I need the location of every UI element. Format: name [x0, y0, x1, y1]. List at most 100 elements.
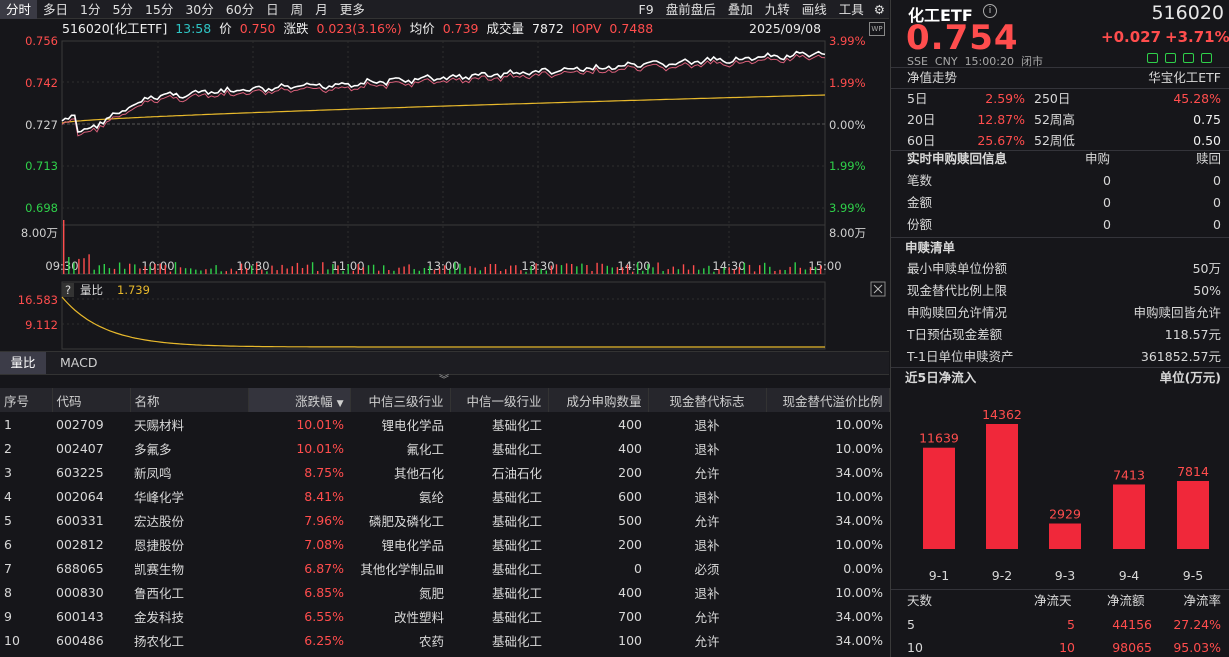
info-icon[interactable]: i [983, 4, 997, 18]
col-change-pct[interactable]: 涨跌幅 ▼ [248, 388, 351, 412]
nav-trend-row[interactable]: 净值走势 华宝化工ETF [891, 67, 1229, 89]
nine-turn-button[interactable]: 九转 [764, 1, 790, 17]
draw-line-button[interactable]: 画线 [801, 1, 827, 17]
table-row[interactable]: 9 600143 金发科技 6.55% 改性塑料 基础化工 700 允许 34.00% [0, 604, 889, 628]
row-change-pct: 6.87% [304, 560, 344, 576]
col-quantity[interactable]: 成分申购数量 [548, 388, 649, 412]
row-name: 新凤鸣 [134, 465, 172, 481]
row-index: 9 [4, 608, 12, 624]
volume-bar [403, 266, 405, 274]
table-row[interactable]: 8 000830 鲁西化工 6.85% 氮肥 基础化工 400 退补 10.00% [0, 580, 889, 604]
perf-row: 20日 12.87% 52周高 0.75 [891, 109, 1229, 131]
table-row[interactable]: 4 002064 华峰化学 8.41% 氨纶 基础化工 600 退补 10.00% [0, 484, 889, 508]
volume-bar [352, 270, 354, 274]
row-code: 002709 [56, 416, 104, 432]
components-table: 序号 代码 名称 涨跌幅 ▼ 中信三级行业 中信一级行业 成分申购数量 现金替代… [0, 388, 890, 657]
row-index: 7 [4, 560, 12, 576]
list-row: 现金替代比例上限 50% [891, 280, 1229, 302]
tab-30min[interactable]: 30分 [185, 1, 214, 17]
avg-price-line [61, 94, 826, 124]
f9-button[interactable]: F9 [638, 1, 654, 17]
tab-1min[interactable]: 1分 [80, 1, 101, 17]
tab-month[interactable]: 月 [315, 1, 328, 17]
overlay-button[interactable]: 叠加 [727, 1, 753, 17]
flow-unit: 单位(万元) [1159, 370, 1221, 385]
row-name: 华峰化学 [134, 489, 185, 505]
volume-bar [423, 268, 426, 274]
tab-5min[interactable]: 5分 [112, 1, 133, 17]
price-change-pct: +3.71% [1165, 28, 1229, 46]
col-code[interactable]: 代码 [52, 388, 131, 412]
tools-button[interactable]: 工具 [838, 1, 864, 17]
volume-bar [662, 271, 664, 274]
volume-bar [413, 269, 415, 274]
col-index[interactable]: 序号 [0, 388, 53, 412]
volume-bar [591, 271, 593, 274]
col-name[interactable]: 名称 [130, 388, 249, 412]
row-cash-flag: 退补 [694, 417, 720, 433]
close-icon[interactable] [870, 281, 886, 297]
volume-bar [215, 265, 217, 274]
sub-tick-2: 9.112 [25, 318, 58, 332]
volume-bar [159, 263, 161, 274]
volume-bar [322, 262, 324, 274]
avg-label: 均价 [409, 21, 435, 36]
col-cash-flag[interactable]: 现金替代标志 [648, 388, 767, 412]
row-change-pct: 8.75% [304, 464, 344, 480]
tab-15min[interactable]: 15分 [144, 1, 174, 17]
row-quantity: 100 [618, 632, 642, 648]
table-row[interactable]: 7 688065 凯赛生物 6.87% 其他化学制品Ⅲ 基础化工 0 必须 0.00% [0, 556, 889, 580]
volume-bar [525, 271, 527, 274]
help-icon[interactable]: ? [65, 283, 71, 297]
sub-chart-name: 量比 [80, 283, 103, 297]
table-row[interactable]: 1 002709 天赐材料 10.01% 锂电化学品 基础化工 400 退补 10.00% [0, 412, 889, 436]
tab-week[interactable]: 周 [290, 1, 304, 17]
table-header: 序号 代码 名称 涨跌幅 ▼ 中信三级行业 中信一级行业 成分申购数量 现金替代… [0, 388, 890, 412]
row-code: 002407 [56, 440, 104, 456]
pencil-icon[interactable] [1147, 53, 1158, 63]
left-tick-5: 0.698 [25, 201, 58, 215]
tab-60min[interactable]: 60分 [225, 1, 255, 17]
stats-flow-rate: 27.24% [1173, 617, 1221, 632]
period-toolbar: 分时 多日 1分 5分 15分 30分 60分 日 周 月 更多 F9 盘前盘后… [0, 0, 889, 19]
settings-gear-icon[interactable]: ⚙ [873, 1, 885, 17]
row-name: 扬农化工 [134, 633, 185, 649]
table-row[interactable]: 6 002812 恩捷股份 7.08% 锂电化学品 基础化工 200 退补 10.00% [0, 532, 889, 556]
fullscreen-icon[interactable]: WP [869, 22, 885, 36]
alert-icon[interactable] [1183, 53, 1194, 63]
volume-bar [271, 265, 273, 274]
row-name: 鲁西化工 [134, 585, 185, 601]
table-row[interactable]: 10 600486 扬农化工 6.25% 农药 基础化工 100 允许 34.00% [0, 628, 889, 652]
collapse-chevron-icon[interactable]: ︾ [439, 375, 449, 386]
stats-flow-rate: 95.03% [1173, 640, 1221, 655]
price-line [61, 50, 826, 133]
iopv-line [61, 54, 826, 137]
note-icon[interactable] [1165, 53, 1176, 63]
share-icon[interactable] [1201, 53, 1212, 63]
tab-more[interactable]: 更多 [339, 1, 365, 17]
x-tick-1000: 10:00 [141, 259, 174, 273]
pre-post-market-button[interactable]: 盘前盘后 [665, 1, 716, 17]
col-cash-premium[interactable]: 现金替代溢价比例 [766, 388, 890, 412]
volume-bar [606, 265, 608, 274]
table-row[interactable]: 3 603225 新凤鸣 8.75% 其他石化 石油石化 200 允许 34.00% [0, 460, 889, 484]
table-row[interactable]: 2 002407 多氟多 10.01% 氟化工 基础化工 400 退补 10.00% [0, 436, 889, 460]
intraday-chart[interactable]: 0.756 0.742 0.727 0.713 0.698 8.00万 3.99… [0, 19, 889, 351]
col-citic-l1[interactable]: 中信一级行业 [450, 388, 549, 412]
tab-macd[interactable]: MACD [60, 355, 98, 370]
row-change-pct: 10.01% [296, 416, 344, 432]
volume-bar [190, 268, 192, 274]
table-row[interactable]: 5 600331 宏达股份 7.96% 磷肥及磷化工 基础化工 500 允许 34.00% [0, 508, 889, 532]
tab-volume-ratio[interactable]: 量比 [0, 352, 46, 374]
volume-bar [449, 269, 451, 274]
flow-bar [1177, 480, 1209, 549]
volume-bar [571, 264, 573, 274]
tab-intraday[interactable]: 分时 [0, 0, 38, 19]
volume-bar [347, 264, 349, 274]
tab-day[interactable]: 日 [266, 1, 279, 17]
flow-category: 9-1 [929, 568, 949, 583]
tab-multi-day[interactable]: 多日 [43, 1, 69, 17]
col-citic-l3[interactable]: 中信三级行业 [350, 388, 451, 412]
perf-label-2: 52周高 [1034, 112, 1075, 127]
